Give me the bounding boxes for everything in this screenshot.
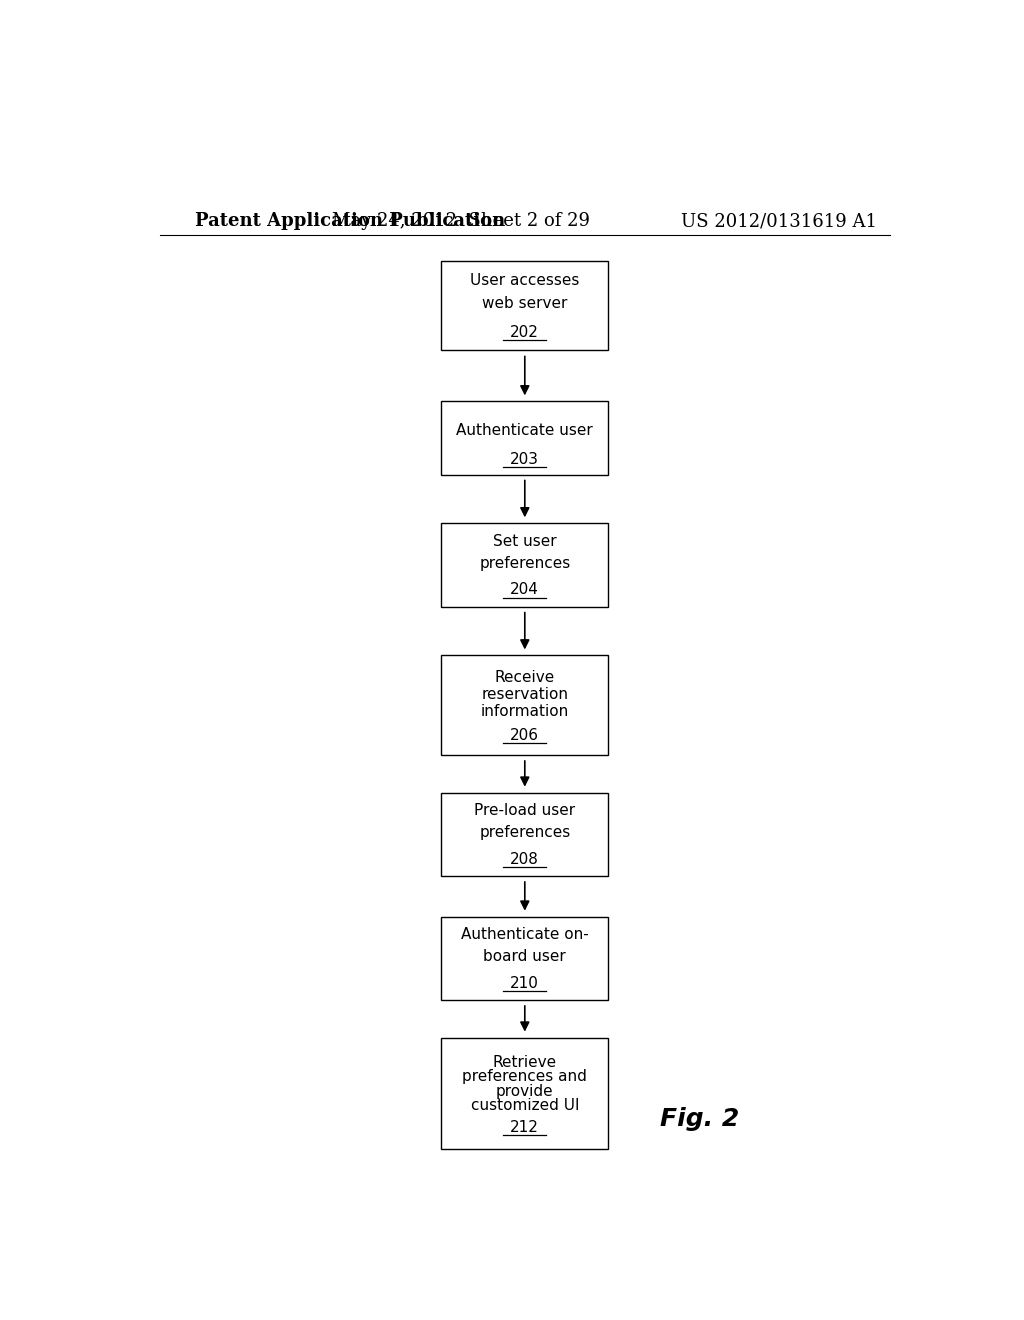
Text: Patent Application Publication: Patent Application Publication: [196, 213, 506, 231]
Text: US 2012/0131619 A1: US 2012/0131619 A1: [681, 213, 877, 231]
Text: User accesses: User accesses: [470, 273, 580, 288]
Text: 212: 212: [510, 1119, 540, 1134]
Bar: [441, 792, 608, 876]
Bar: [441, 1038, 608, 1150]
Text: Pre-load user: Pre-load user: [474, 804, 575, 818]
Text: preferences: preferences: [479, 556, 570, 570]
Text: Fig. 2: Fig. 2: [659, 1107, 739, 1131]
Text: Set user: Set user: [493, 535, 557, 549]
Text: 208: 208: [510, 851, 540, 867]
Text: provide: provide: [496, 1084, 554, 1098]
Text: 202: 202: [510, 325, 540, 341]
Text: preferences: preferences: [479, 825, 570, 840]
Text: Authenticate user: Authenticate user: [457, 424, 593, 438]
Text: customized UI: customized UI: [471, 1098, 579, 1113]
Bar: [441, 656, 608, 755]
Text: 210: 210: [510, 975, 540, 991]
Text: web server: web server: [482, 297, 567, 312]
Bar: [441, 916, 608, 1001]
Bar: [441, 261, 608, 351]
Text: preferences and: preferences and: [463, 1069, 587, 1084]
Bar: [441, 401, 608, 474]
Text: 206: 206: [510, 727, 540, 743]
Text: Retrieve: Retrieve: [493, 1055, 557, 1069]
Text: 204: 204: [510, 582, 540, 598]
Text: reservation: reservation: [481, 688, 568, 702]
Text: 203: 203: [510, 453, 540, 467]
Text: May 24, 2012  Sheet 2 of 29: May 24, 2012 Sheet 2 of 29: [333, 213, 590, 231]
Bar: [441, 523, 608, 607]
Text: Authenticate on-: Authenticate on-: [461, 928, 589, 942]
Text: Receive: Receive: [495, 669, 555, 685]
Text: board user: board user: [483, 949, 566, 964]
Text: information: information: [480, 705, 569, 719]
